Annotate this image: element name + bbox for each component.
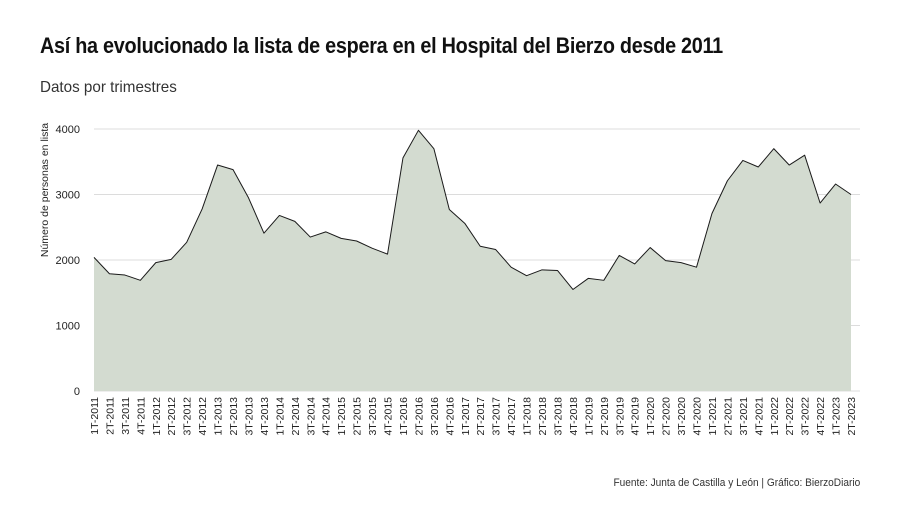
x-tick-label: 3T-2012	[182, 397, 194, 436]
chart-title: Así ha evolucionado la lista de espera e…	[40, 33, 723, 58]
x-tick-label: 1T-2014	[274, 397, 286, 436]
x-tick-label: 2T-2020	[661, 397, 673, 436]
x-tick-label: 4T-2013	[259, 397, 271, 436]
x-tick-label: 3T-2019	[614, 397, 626, 436]
x-tick-label: 3T-2020	[676, 397, 688, 436]
x-tick-label: 3T-2013	[243, 397, 255, 436]
x-tick-label: 2T-2022	[784, 397, 796, 436]
x-tick-label: 3T-2014	[305, 397, 317, 436]
x-tick-label: 2T-2016	[413, 397, 425, 436]
y-tick-label: 2000	[56, 255, 80, 267]
y-tick-label: 3000	[56, 190, 80, 202]
x-tick-label: 4T-2014	[321, 397, 333, 436]
x-tick-label: 3T-2017	[491, 397, 503, 436]
x-tick-label: 4T-2011	[135, 397, 147, 435]
x-tick-label: 3T-2018	[552, 397, 564, 436]
x-tick-label: 4T-2019	[630, 397, 642, 436]
y-axis-label: Número de personas en lista	[39, 123, 51, 257]
x-tick-label: 4T-2022	[815, 397, 827, 436]
x-tick-label: 2T-2012	[166, 397, 178, 436]
x-tick-label: 3T-2021	[738, 397, 750, 436]
source-caption: Fuente: Junta de Castilla y León | Gráfi…	[613, 477, 860, 489]
x-tick-label: 3T-2011	[120, 397, 132, 435]
x-tick-label: 1T-2015	[336, 397, 348, 436]
series-line	[93, 129, 852, 290]
x-tick-label: 1T-2013	[213, 397, 225, 436]
x-tick-label: 3T-2022	[800, 397, 812, 436]
x-tick-label: 1T-2023	[831, 397, 843, 436]
x-tick-label: 1T-2021	[707, 397, 719, 436]
y-tick-label: 1000	[56, 321, 80, 333]
x-tick-label: 2T-2021	[722, 397, 734, 436]
x-tick-label: 2T-2011	[104, 397, 116, 435]
x-tick-label: 2T-2018	[537, 397, 549, 436]
x-tick-label: 4T-2016	[444, 397, 456, 436]
x-tick-label: 2T-2023	[846, 397, 858, 436]
x-tick-label: 1T-2022	[769, 397, 781, 436]
area-fill	[94, 130, 851, 391]
x-axis-ticks: 1T-2011 2T-2011 3T-2011 4T-2011 1T-2012 2T-20…	[89, 397, 858, 436]
y-tick-label: 0	[74, 386, 80, 398]
x-tick-label: 1T-2016	[398, 397, 410, 436]
x-tick-label: 1T-2018	[522, 397, 534, 436]
x-tick-label: 2T-2013	[228, 397, 240, 436]
x-tick-label: 1T-2019	[583, 397, 595, 436]
x-tick-label: 1T-2020	[645, 397, 657, 436]
x-tick-label: 3T-2015	[367, 397, 379, 436]
x-tick-label: 3T-2016	[429, 397, 441, 436]
x-tick-label: 2T-2019	[599, 397, 611, 436]
x-tick-label: 4T-2012	[197, 397, 209, 436]
x-tick-label: 1T-2012	[151, 397, 163, 436]
x-tick-label: 1T-2011	[89, 397, 101, 435]
x-tick-label: 2T-2015	[352, 397, 364, 436]
x-tick-label: 2T-2014	[290, 397, 302, 436]
y-axis-ticks: 0 1000 2000 3000 4000	[56, 124, 80, 398]
x-tick-label: 4T-2020	[692, 397, 704, 436]
y-tick-label: 4000	[56, 124, 80, 136]
x-tick-label: 1T-2017	[460, 397, 472, 436]
x-tick-label: 4T-2021	[753, 397, 765, 436]
x-tick-label: 4T-2017	[506, 397, 518, 436]
x-tick-label: 4T-2015	[383, 397, 395, 436]
x-tick-label: 4T-2018	[568, 397, 580, 436]
x-tick-label: 2T-2017	[475, 397, 487, 436]
chart-subtitle: Datos por trimestres	[40, 79, 177, 96]
